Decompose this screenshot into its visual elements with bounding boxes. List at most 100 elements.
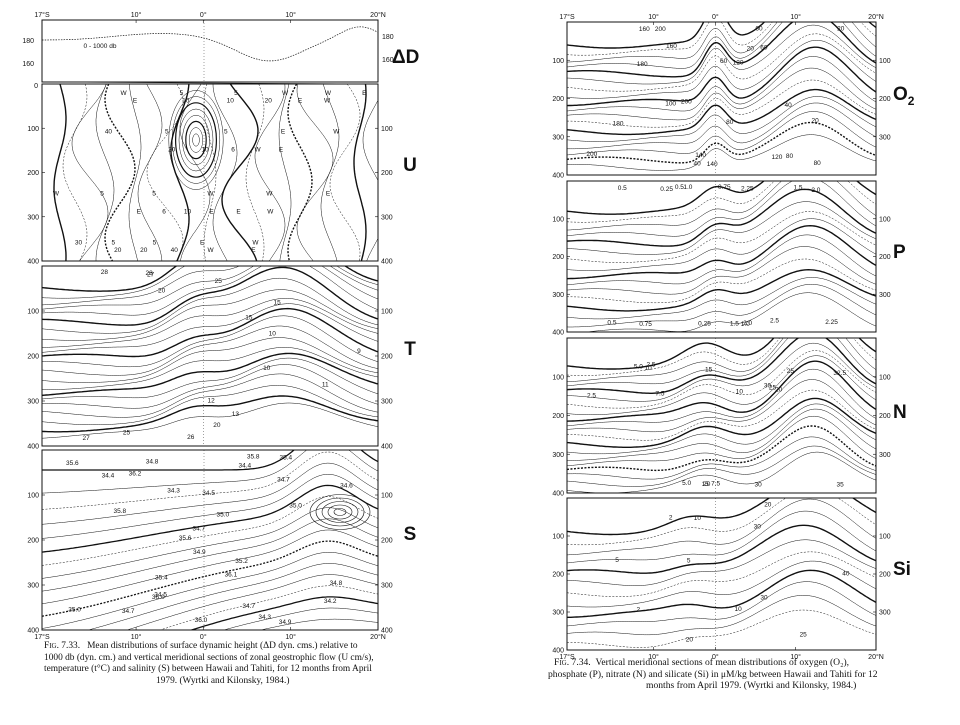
- contour-line: [567, 181, 876, 223]
- contour-line: [42, 298, 378, 348]
- contour-line: [159, 585, 378, 630]
- contour-line: [42, 540, 378, 617]
- contour-line: [42, 507, 378, 579]
- u-left-tick: 300: [27, 214, 39, 221]
- panel-si-contour-label: 20: [686, 636, 694, 643]
- caption-line-2: 1000 db (dyn. cm.) and vertical meridion…: [44, 652, 374, 663]
- t-left-tick: 400: [27, 444, 39, 451]
- s-left-tick: 400: [27, 628, 39, 635]
- t-right-tick: 400: [381, 444, 393, 451]
- contour-line: [567, 609, 876, 648]
- r2-left-tick: 100: [552, 374, 564, 381]
- panel-letter-t: T: [404, 339, 416, 360]
- contour-line: [567, 181, 876, 231]
- t-contour-label: 26: [187, 434, 195, 441]
- contour-line: [567, 88, 876, 136]
- contour-line: [42, 496, 378, 566]
- panel-letter-delta-d: ΔD: [392, 47, 419, 68]
- contour-line: [104, 84, 136, 261]
- u-contour-label: 5: [224, 128, 228, 135]
- panel-n-contour-label: 10: [644, 365, 652, 372]
- s-contour-label: 35.0: [68, 606, 81, 613]
- left-top-axis-label-4: 20°N: [370, 11, 386, 19]
- contour-line: [42, 451, 378, 510]
- panel-n-contour-label: 2.5: [647, 362, 656, 369]
- contour-line: [567, 539, 876, 586]
- s-left-tick: 300: [27, 583, 39, 590]
- u-contour-label: W: [208, 247, 215, 254]
- contour-line: [42, 373, 378, 418]
- u-contour-label: E: [326, 190, 331, 197]
- panel-si-contour-label: 40: [842, 570, 850, 577]
- panel-n-contour-label: 20: [703, 481, 711, 488]
- panel-p-contour-label: 0.25: [660, 186, 673, 193]
- contour-line: [567, 560, 876, 608]
- panel-letter-si: Si: [893, 559, 911, 580]
- caption-line-2: phosphate (P), nitrate (N) and silicate …: [548, 668, 878, 680]
- t-right-tick: 200: [381, 354, 393, 361]
- u-contour-label: 5: [234, 90, 238, 97]
- right-bottom-axis-label-2: 0°: [712, 653, 719, 661]
- panel-p-contour-label: 1.5: [730, 321, 739, 328]
- t-contour-label: 20: [158, 287, 166, 294]
- s-right-tick: 400: [381, 628, 393, 635]
- contour-line: [567, 102, 876, 150]
- r1-left-tick: 100: [552, 216, 564, 223]
- panel-p-contour-label: 0.25: [698, 320, 711, 327]
- panel-o-contour-label: 20: [812, 118, 820, 125]
- left-bottom-axis-label-2: 0°: [200, 633, 207, 641]
- s-contour-label: 34.8: [330, 580, 343, 587]
- contour-line: [567, 524, 876, 574]
- panel-n-contour-label: 30: [764, 382, 772, 389]
- contour-line: [287, 84, 313, 261]
- t-contour-label: 28: [145, 270, 153, 277]
- t-contour-label: 25: [215, 278, 223, 285]
- u-contour-label: W: [120, 90, 127, 97]
- r0-left-tick: 300: [552, 134, 564, 141]
- contour-line: [137, 84, 163, 261]
- delta-d-left-tick: 180: [22, 38, 34, 45]
- u-contour-label: 40: [171, 247, 179, 254]
- contour-line: [320, 84, 340, 261]
- contour-line: [42, 266, 378, 316]
- t-contour-label: 28: [101, 269, 109, 276]
- s-contour-label: 35.8: [247, 453, 260, 460]
- r1-left-tick: 200: [552, 254, 564, 261]
- s-contour-label: 36.1: [225, 572, 238, 579]
- t-contour-label: 25: [123, 430, 131, 437]
- panel-n-contour-label: 30: [754, 482, 762, 489]
- contour-line: [567, 56, 876, 112]
- contour-line: [567, 342, 876, 402]
- contour-line: [42, 337, 378, 383]
- contour-line: [254, 84, 286, 261]
- contour-line: [259, 618, 378, 630]
- panel-n-contour-label: 32.5: [833, 370, 846, 377]
- s-contour-label: 34.7: [242, 603, 255, 610]
- t-contour-label: 27: [82, 435, 90, 442]
- panel-n-contour-label: 25: [787, 368, 795, 375]
- u-contour-label: E: [200, 239, 205, 246]
- r1-right-tick: 200: [879, 254, 891, 261]
- s-contour-label: 34.5: [154, 591, 167, 598]
- panel-o-contour-label: 40: [784, 102, 792, 109]
- contour-line: [42, 266, 378, 306]
- contour-line: [146, 84, 184, 261]
- panel-letter-p: P: [893, 242, 906, 263]
- contour-line: [567, 24, 876, 85]
- contour-line: [584, 292, 876, 332]
- panel-p-contour-label: 1.0: [683, 184, 692, 191]
- s-contour-label: 34.4: [239, 463, 252, 470]
- panel-o-contour-label: 60: [720, 58, 728, 65]
- panel-n-contour-label: 7.5: [711, 480, 720, 487]
- u-contour-label: 20: [265, 98, 273, 105]
- contour-line: [42, 402, 378, 439]
- u-contour-label: 5: [153, 239, 157, 246]
- contour-line: [567, 415, 876, 467]
- s-contour-label: 34.4: [102, 472, 115, 479]
- right-top-axis-label-4: 20°N: [868, 13, 884, 21]
- contour-line: [42, 357, 378, 400]
- contour-line: [567, 569, 876, 619]
- panel-si-contours: [567, 498, 876, 650]
